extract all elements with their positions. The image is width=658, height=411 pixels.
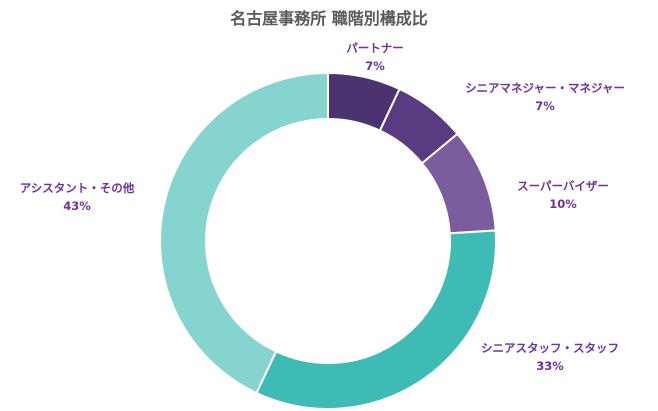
slice-percent-label: 7% bbox=[535, 99, 555, 113]
slice-percent-label: 10% bbox=[549, 197, 577, 211]
slice-label: パートナー bbox=[346, 41, 404, 55]
slice-percent-label: 43% bbox=[63, 199, 91, 213]
slice-label: シニアスタッフ・スタッフ bbox=[481, 341, 619, 355]
donut-slice bbox=[255, 229, 497, 410]
slice-percent-label: 7% bbox=[365, 59, 385, 73]
slice-label: シニアマネジャー・マネジャー bbox=[465, 81, 625, 95]
donut-slice bbox=[159, 71, 329, 395]
chart-title: 名古屋事務所 職階別構成比 bbox=[230, 9, 428, 28]
slice-percent-label: 33% bbox=[536, 359, 564, 373]
labels-layer: パートナー 7% シニアマネジャー・マネジャー 7% スーパーバイザー 10% シニアスタッ… bbox=[20, 41, 625, 373]
slice-label: スーパーバイザー bbox=[517, 179, 609, 193]
slices-layer bbox=[159, 71, 497, 410]
slice-label: アシスタント・その他 bbox=[20, 181, 135, 195]
